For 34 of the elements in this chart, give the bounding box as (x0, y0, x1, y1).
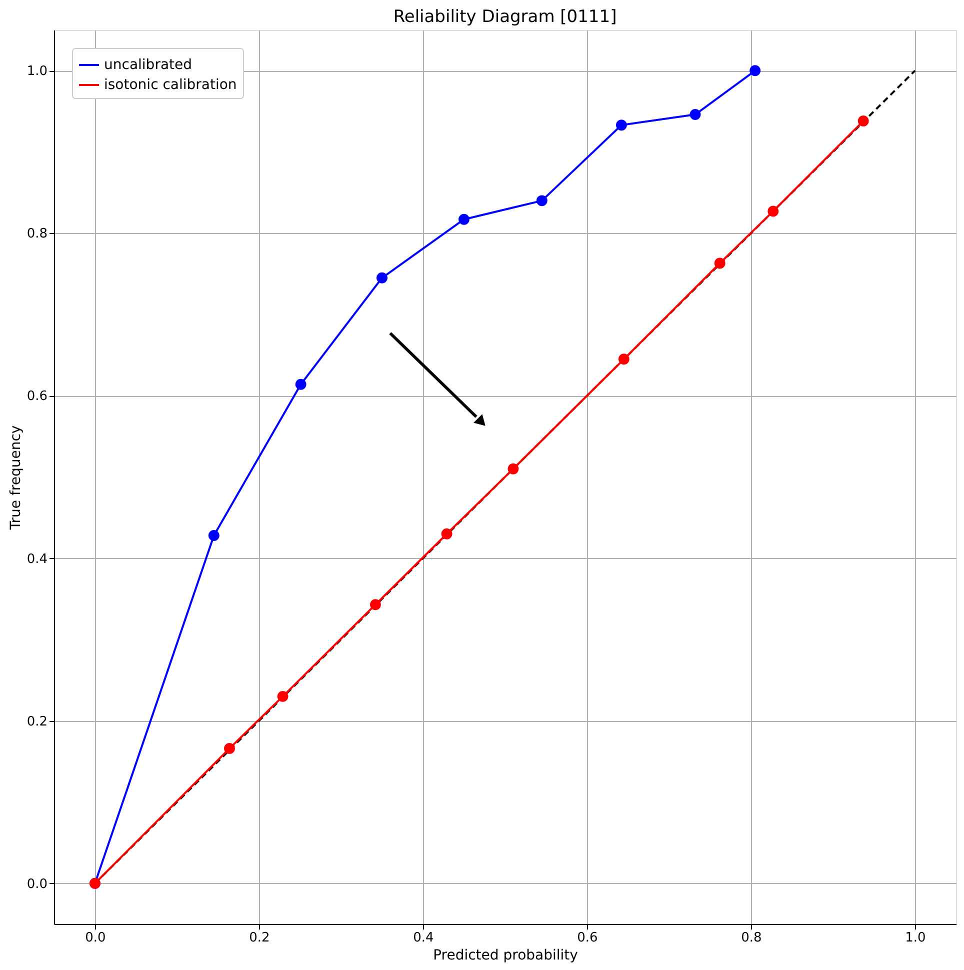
x-tick-label: 1.0 (905, 930, 926, 946)
point (370, 599, 381, 610)
x-tick-label: 0.8 (741, 930, 762, 946)
point (458, 214, 470, 225)
point (750, 65, 761, 76)
point (224, 742, 235, 754)
y-tick-label: 0.8 (26, 226, 48, 242)
y-tick-label: 1.0 (26, 64, 48, 80)
legend-label: uncalibrated (104, 57, 192, 73)
y-tick-label: 0.0 (26, 876, 48, 892)
point (376, 272, 388, 284)
y-axis-title: True frequency (8, 425, 24, 531)
x-tick-label: 0.2 (249, 930, 270, 946)
point (768, 206, 779, 217)
legend-label: isotonic calibration (104, 77, 237, 93)
y-tick-label: 0.2 (26, 714, 48, 730)
point (441, 528, 452, 540)
x-tick-label: 0.6 (577, 930, 598, 946)
point (714, 258, 726, 269)
y-tick-label: 0.6 (26, 389, 48, 404)
chart-title: Reliability Diagram [0111] (393, 7, 617, 27)
point (277, 690, 288, 702)
point (616, 120, 627, 131)
x-tick-label: 0.0 (85, 930, 106, 946)
point (508, 463, 519, 474)
point (295, 378, 306, 390)
y-tick-label: 0.4 (26, 552, 48, 567)
x-axis-title: Predicted probability (433, 948, 578, 964)
point (536, 195, 548, 206)
point (208, 530, 220, 541)
point (618, 354, 630, 365)
x-tick-label: 0.4 (413, 930, 434, 946)
point (858, 116, 869, 126)
point (690, 109, 701, 120)
